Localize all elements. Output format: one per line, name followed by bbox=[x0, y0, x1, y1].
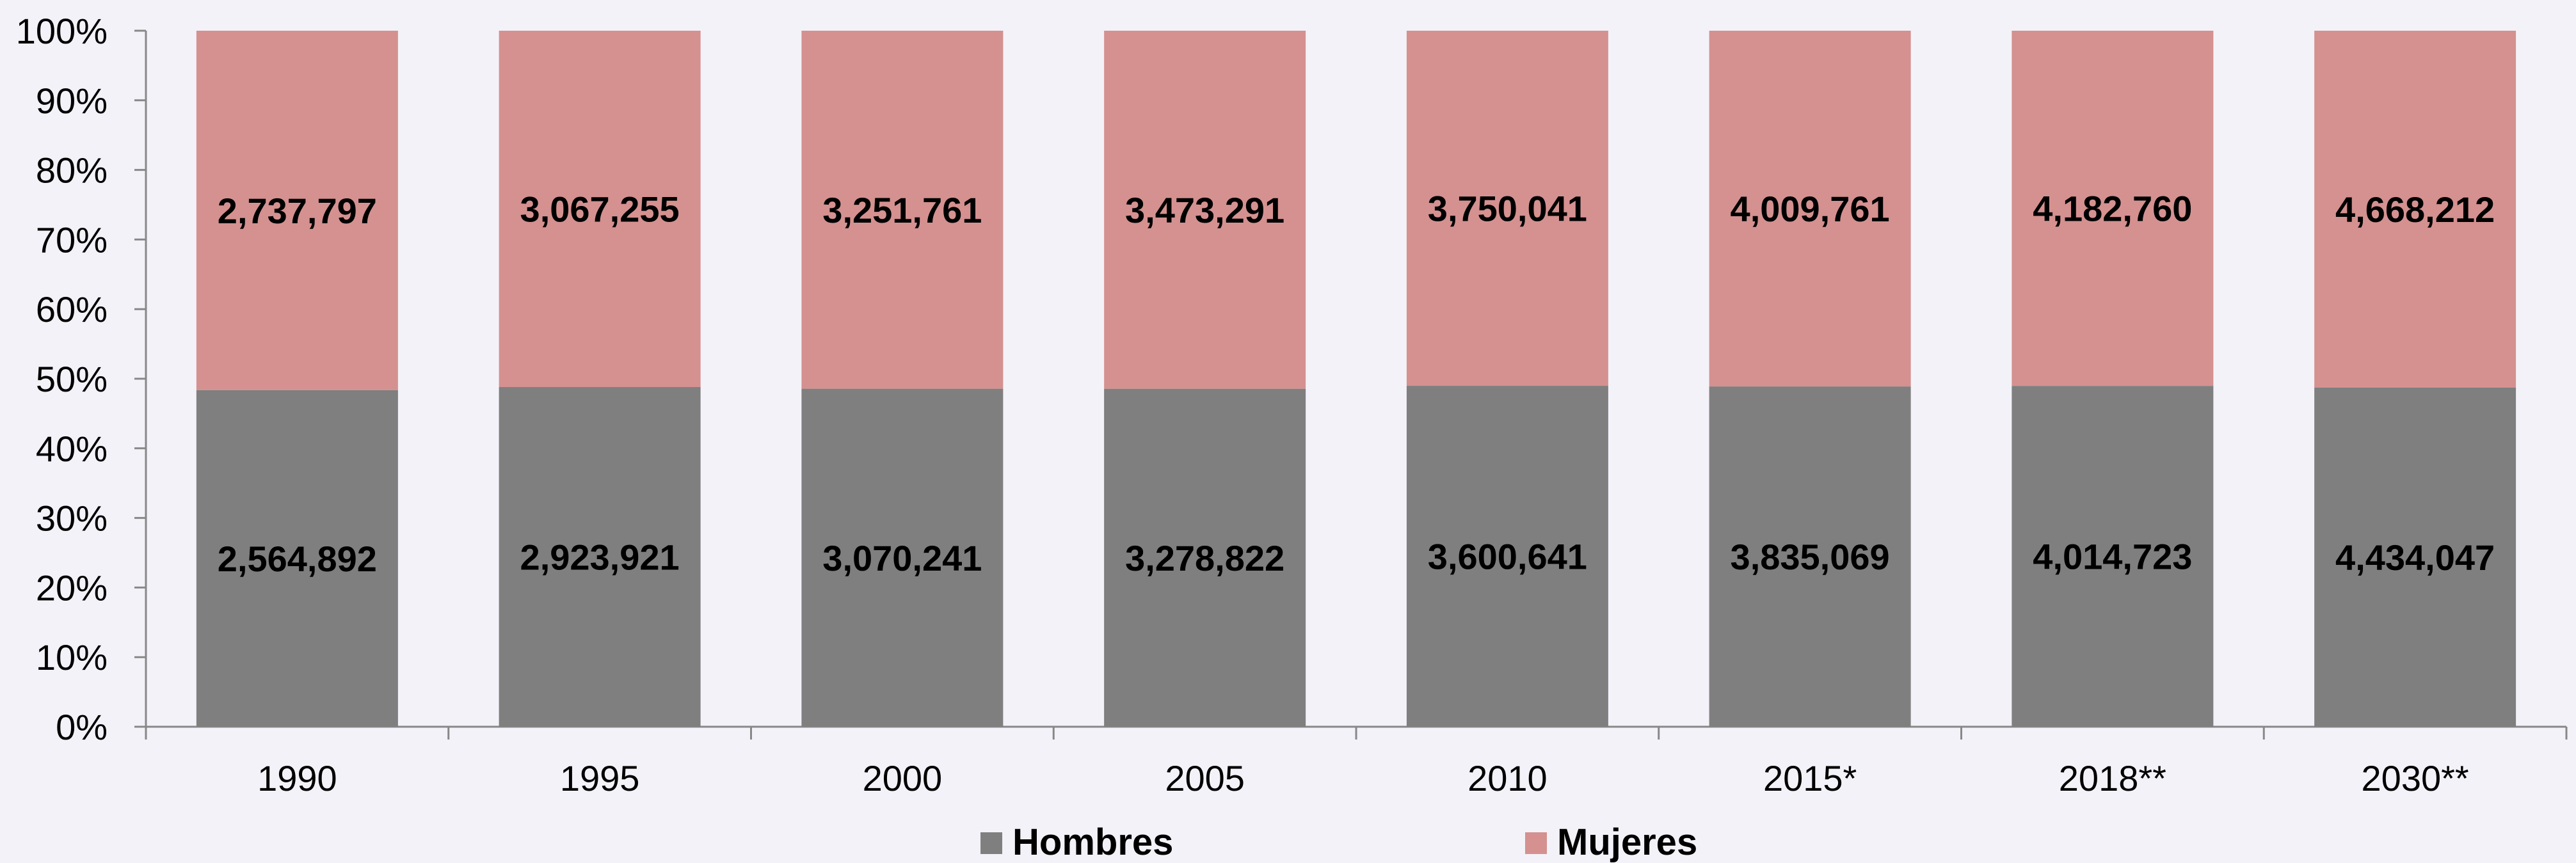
legend-swatch-mujeres bbox=[1525, 832, 1547, 854]
x-tick-label: 2030** bbox=[2362, 758, 2469, 798]
x-axis: 1990 1995 2000 2005 2010 2015* 2018** 2030** bbox=[145, 725, 2568, 798]
bar-hombres-2030 bbox=[2314, 387, 2516, 727]
bar-mujeres-2010 bbox=[1406, 31, 1608, 386]
data-label-hombres: 3,070,241 bbox=[822, 538, 982, 578]
bar-hombres-1995 bbox=[499, 387, 701, 727]
y-tick-label: 20% bbox=[36, 567, 108, 608]
data-label-mujeres: 3,251,761 bbox=[822, 190, 982, 230]
bar-mujeres-2000 bbox=[801, 31, 1004, 389]
y-tick-label: 0% bbox=[56, 707, 108, 747]
data-label-mujeres: 4,182,760 bbox=[2033, 189, 2192, 229]
x-tick-label: 1995 bbox=[560, 758, 640, 798]
data-label-mujeres: 3,067,255 bbox=[520, 189, 680, 230]
data-label-hombres: 2,564,892 bbox=[218, 539, 377, 579]
bar-hombres-2018 bbox=[2012, 386, 2214, 727]
data-label-hombres: 4,434,047 bbox=[2335, 537, 2495, 578]
data-label-hombres: 2,923,921 bbox=[520, 537, 680, 578]
x-tick-label: 2015* bbox=[1763, 758, 1857, 798]
y-tick-label: 50% bbox=[36, 359, 108, 399]
bar-mujeres-2030 bbox=[2314, 31, 2516, 388]
y-axis: 0% 10% 20% 30% 40% 50% 60% 70% 80% 90% 100% bbox=[16, 11, 147, 747]
data-label-mujeres: 3,473,291 bbox=[1125, 190, 1284, 230]
data-label-hombres: 4,014,723 bbox=[2033, 537, 2192, 577]
legend-label-mujeres: Mujeres bbox=[1557, 821, 1697, 863]
y-tick-label: 30% bbox=[36, 498, 108, 539]
data-label-mujeres: 3,750,041 bbox=[1428, 189, 1587, 229]
x-tick-label: 2005 bbox=[1165, 758, 1245, 798]
y-tick-label: 70% bbox=[36, 219, 108, 260]
data-labels: 2,564,892 2,737,797 2,923,921 3,067,255 3,07… bbox=[218, 189, 2495, 579]
x-tick-label: 2010 bbox=[1468, 758, 1548, 798]
bar-hombres-2005 bbox=[1104, 388, 1306, 727]
x-tick-label: 2018** bbox=[2059, 758, 2166, 798]
y-tick-label: 40% bbox=[36, 429, 108, 469]
bar-hombres-2000 bbox=[801, 388, 1004, 727]
y-tick-label: 100% bbox=[16, 11, 108, 51]
y-tick-label: 60% bbox=[36, 289, 108, 329]
bar-hombres-1990 bbox=[196, 390, 398, 727]
bar-mujeres-1990 bbox=[196, 31, 398, 390]
x-tick-label: 1990 bbox=[257, 758, 337, 798]
bar-mujeres-1995 bbox=[499, 31, 701, 388]
x-tick-label: 2000 bbox=[863, 758, 943, 798]
legend-swatch-hombres bbox=[980, 832, 1002, 854]
data-label-mujeres: 4,009,761 bbox=[1731, 189, 1890, 229]
y-tick-label: 80% bbox=[36, 150, 108, 191]
bar-mujeres-2015 bbox=[1709, 31, 1911, 387]
data-label-hombres: 3,278,822 bbox=[1125, 538, 1284, 578]
bar-mujeres-2005 bbox=[1104, 31, 1306, 389]
y-tick-label: 90% bbox=[36, 81, 108, 121]
data-label-mujeres: 4,668,212 bbox=[2335, 189, 2495, 230]
bar-hombres-2010 bbox=[1406, 386, 1608, 727]
bar-hombres-2015 bbox=[1709, 386, 1911, 727]
data-label-mujeres: 2,737,797 bbox=[218, 191, 377, 231]
bar-mujeres-2018 bbox=[2012, 31, 2214, 386]
legend-label-hombres: Hombres bbox=[1012, 821, 1173, 863]
data-label-hombres: 3,600,641 bbox=[1428, 537, 1587, 577]
data-label-hombres: 3,835,069 bbox=[1731, 537, 1890, 577]
legend: Hombres Mujeres bbox=[980, 821, 1697, 863]
y-tick-label: 10% bbox=[36, 637, 108, 677]
bars bbox=[196, 31, 2516, 727]
